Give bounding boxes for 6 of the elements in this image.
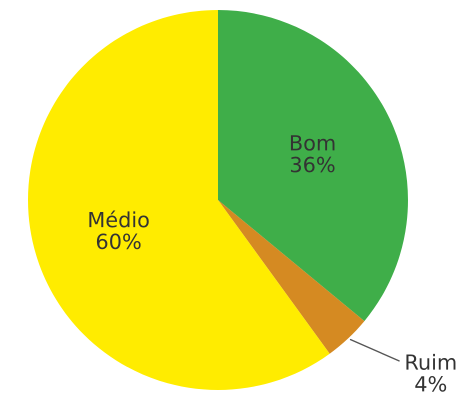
data-label: 36% <box>290 156 335 172</box>
data-label: 4% <box>415 376 446 392</box>
slice-label: Bom <box>290 135 334 151</box>
data-label: 60% <box>96 233 141 250</box>
slice-label: Ruim <box>406 354 456 370</box>
slice-label: Médio <box>89 210 149 228</box>
